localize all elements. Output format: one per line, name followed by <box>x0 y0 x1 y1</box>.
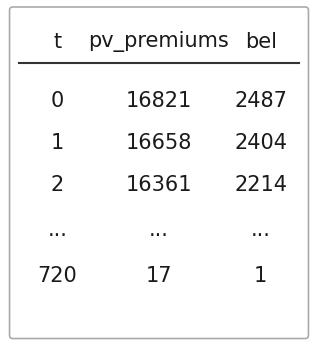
Text: 2487: 2487 <box>234 91 287 111</box>
Text: 720: 720 <box>38 266 77 286</box>
Text: ...: ... <box>149 220 169 240</box>
Text: ...: ... <box>251 220 271 240</box>
Text: 16821: 16821 <box>126 91 192 111</box>
Text: 1: 1 <box>254 266 267 286</box>
Text: 1: 1 <box>51 133 64 153</box>
Text: 2404: 2404 <box>234 133 287 153</box>
Text: 16361: 16361 <box>126 175 192 195</box>
FancyBboxPatch shape <box>10 7 308 339</box>
Text: 0: 0 <box>51 91 64 111</box>
Text: 17: 17 <box>146 266 172 286</box>
Text: 16658: 16658 <box>126 133 192 153</box>
Text: pv_premiums: pv_premiums <box>89 31 229 52</box>
Text: t: t <box>53 32 61 52</box>
Text: bel: bel <box>245 32 277 52</box>
Text: 2: 2 <box>51 175 64 195</box>
Text: 2214: 2214 <box>234 175 287 195</box>
Text: ...: ... <box>47 220 67 240</box>
